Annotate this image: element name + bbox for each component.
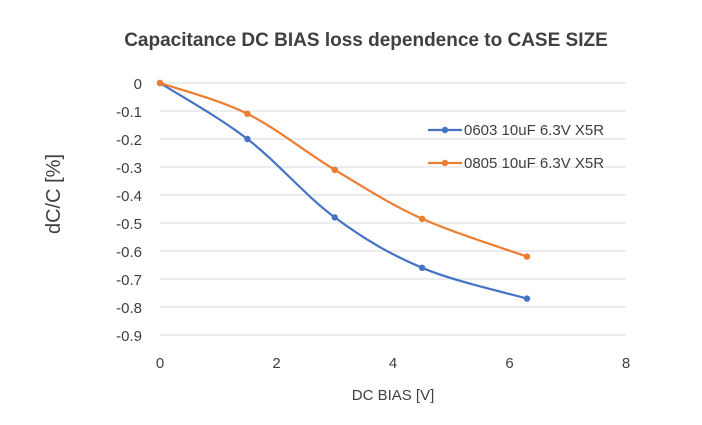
legend-swatch-marker: [441, 126, 449, 134]
x-tick-label: 4: [389, 355, 397, 372]
y-tick-label: -0.7: [116, 272, 142, 289]
y-axis-label: dC/C [%]: [43, 154, 65, 234]
data-point: [331, 214, 338, 221]
y-tick-labels: 0 -0.1 -0.2 -0.3 -0.4 -0.5 -0.6 -0.7 -0.8 -0.9: [116, 76, 142, 345]
y-tick-label: -0.9: [116, 328, 142, 345]
y-tick-label: -0.5: [116, 216, 142, 233]
data-point: [331, 166, 338, 173]
data-point: [244, 135, 251, 143]
x-tick-label: 8: [622, 355, 630, 372]
data-point: [523, 253, 531, 260]
x-tick-label: 6: [505, 355, 513, 372]
x-tick-label: 2: [272, 355, 280, 372]
legend-swatch-marker: [441, 159, 449, 167]
data-point: [523, 295, 531, 302]
y-tick-label: -0.3: [116, 160, 142, 177]
y-tick-label: 0: [134, 76, 142, 93]
x-tick-label: 0: [156, 355, 164, 372]
gridlines: [160, 82, 626, 336]
data-point: [156, 79, 164, 87]
legend-entry-label: 0603 10uF 6.3V X5R: [464, 122, 604, 139]
data-point: [244, 110, 251, 118]
y-tick-label: -0.1: [116, 104, 142, 121]
y-tick-label: -0.4: [116, 188, 142, 205]
x-axis-label: DC BIAS [V]: [352, 387, 435, 404]
series-line: [159, 82, 528, 300]
data-point: [418, 215, 426, 222]
legend: 0603 10uF 6.3V X5R 0805 10uF 6.3V X5R: [428, 122, 604, 172]
y-tick-label: -0.2: [116, 132, 142, 149]
x-tick-labels: 0 2 4 6 8: [156, 355, 630, 372]
y-tick-label: -0.6: [116, 244, 142, 261]
y-tick-label: -0.8: [116, 300, 142, 317]
series-group: [156, 79, 531, 302]
legend-entry-label: 0805 10uF 6.3V X5R: [464, 155, 604, 172]
data-point: [418, 264, 426, 271]
chart-title: Capacitance DC BIAS loss dependence to C…: [124, 30, 608, 51]
